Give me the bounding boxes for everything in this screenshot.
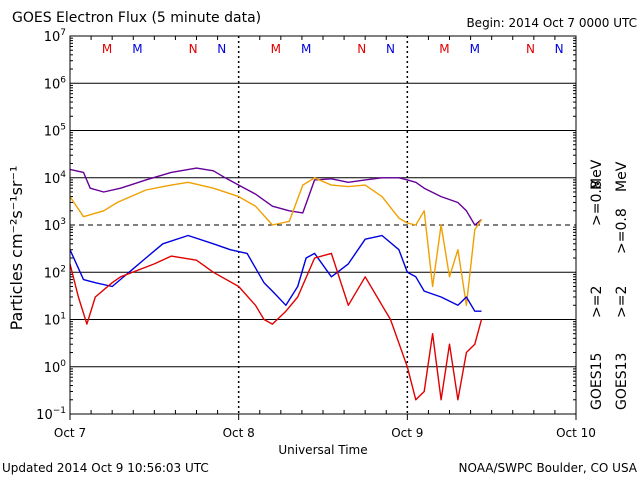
- y-tick-label: 101: [44, 312, 66, 329]
- series-line-goes13-0-8-mev: [69, 177, 483, 306]
- mn-marker: N: [217, 42, 226, 56]
- y-tick-labels: 10−1 100 101 102 103 104 105 106 107: [36, 28, 66, 423]
- x-tick-label: Oct 10: [556, 426, 596, 440]
- tick-layer: [69, 36, 577, 420]
- mn-marker: M: [271, 42, 281, 56]
- x-axis-label: Universal Time: [278, 443, 367, 457]
- series-line-goes13-2-mev: [69, 252, 483, 401]
- legend-goes15-ge2: >=2: [589, 286, 605, 318]
- mn-marker: N: [189, 42, 198, 56]
- legend-goes13-ge2: >=2: [614, 286, 630, 318]
- updated-timestamp: Updated 2014 Oct 9 10:56:03 UTC: [2, 461, 209, 475]
- series-line-goes15-2-mev: [69, 234, 482, 312]
- legend: GOES15 >=2 >=0.8 MeV GOES13 >=2 >=0.8 Me…: [589, 159, 630, 410]
- mn-marker: M: [102, 42, 112, 56]
- plot-frame: [69, 35, 577, 415]
- series-layer: [69, 167, 483, 401]
- mn-marker: M: [439, 42, 449, 56]
- legend-goes13: GOES13: [614, 353, 630, 410]
- y-tick-label: 107: [44, 28, 66, 45]
- legend-goes13-ge08: >=0.8: [614, 208, 630, 254]
- chart-title: GOES Electron Flux (5 minute data): [12, 10, 261, 26]
- x-tick-label: Oct 8: [223, 426, 255, 440]
- y-tick-label: 100: [44, 359, 67, 376]
- x-tick-labels: Oct 7 Oct 8 Oct 9 Oct 10: [54, 426, 596, 440]
- x-tick-label: Oct 9: [391, 426, 423, 440]
- legend-unit-upper: MeV: [589, 159, 605, 190]
- begin-time-label: Begin: 2014 Oct 7 0000 UTC: [466, 16, 637, 30]
- grid-layer: [70, 36, 576, 414]
- credit-label: NOAA/SWPC Boulder, CO USA: [459, 461, 638, 475]
- mn-marker: N: [357, 42, 366, 56]
- x-tick-label: Oct 7: [54, 426, 86, 440]
- mn-marker: N: [386, 42, 395, 56]
- mn-marker: M: [301, 42, 311, 56]
- y-tick-label: 106: [44, 75, 67, 92]
- series-line-goes15-0-8-mev: [69, 167, 482, 226]
- y-tick-label: 10−1: [36, 406, 66, 423]
- y-axis-label: Particles cm⁻²s⁻¹sr⁻¹: [7, 166, 26, 331]
- legend-goes15-ge08: >=0.8: [589, 180, 605, 226]
- y-tick-label: 102: [44, 264, 66, 281]
- mn-marker: M: [470, 42, 480, 56]
- legend-goes15: GOES15: [589, 353, 605, 410]
- y-tick-label: 104: [44, 170, 67, 187]
- mn-marker: N: [526, 42, 535, 56]
- legend-unit-lower: MeV: [614, 161, 630, 192]
- mn-marker: M: [132, 42, 142, 56]
- y-tick-label: 105: [44, 123, 66, 140]
- y-tick-label: 103: [44, 217, 66, 234]
- mn-marker: N: [555, 42, 564, 56]
